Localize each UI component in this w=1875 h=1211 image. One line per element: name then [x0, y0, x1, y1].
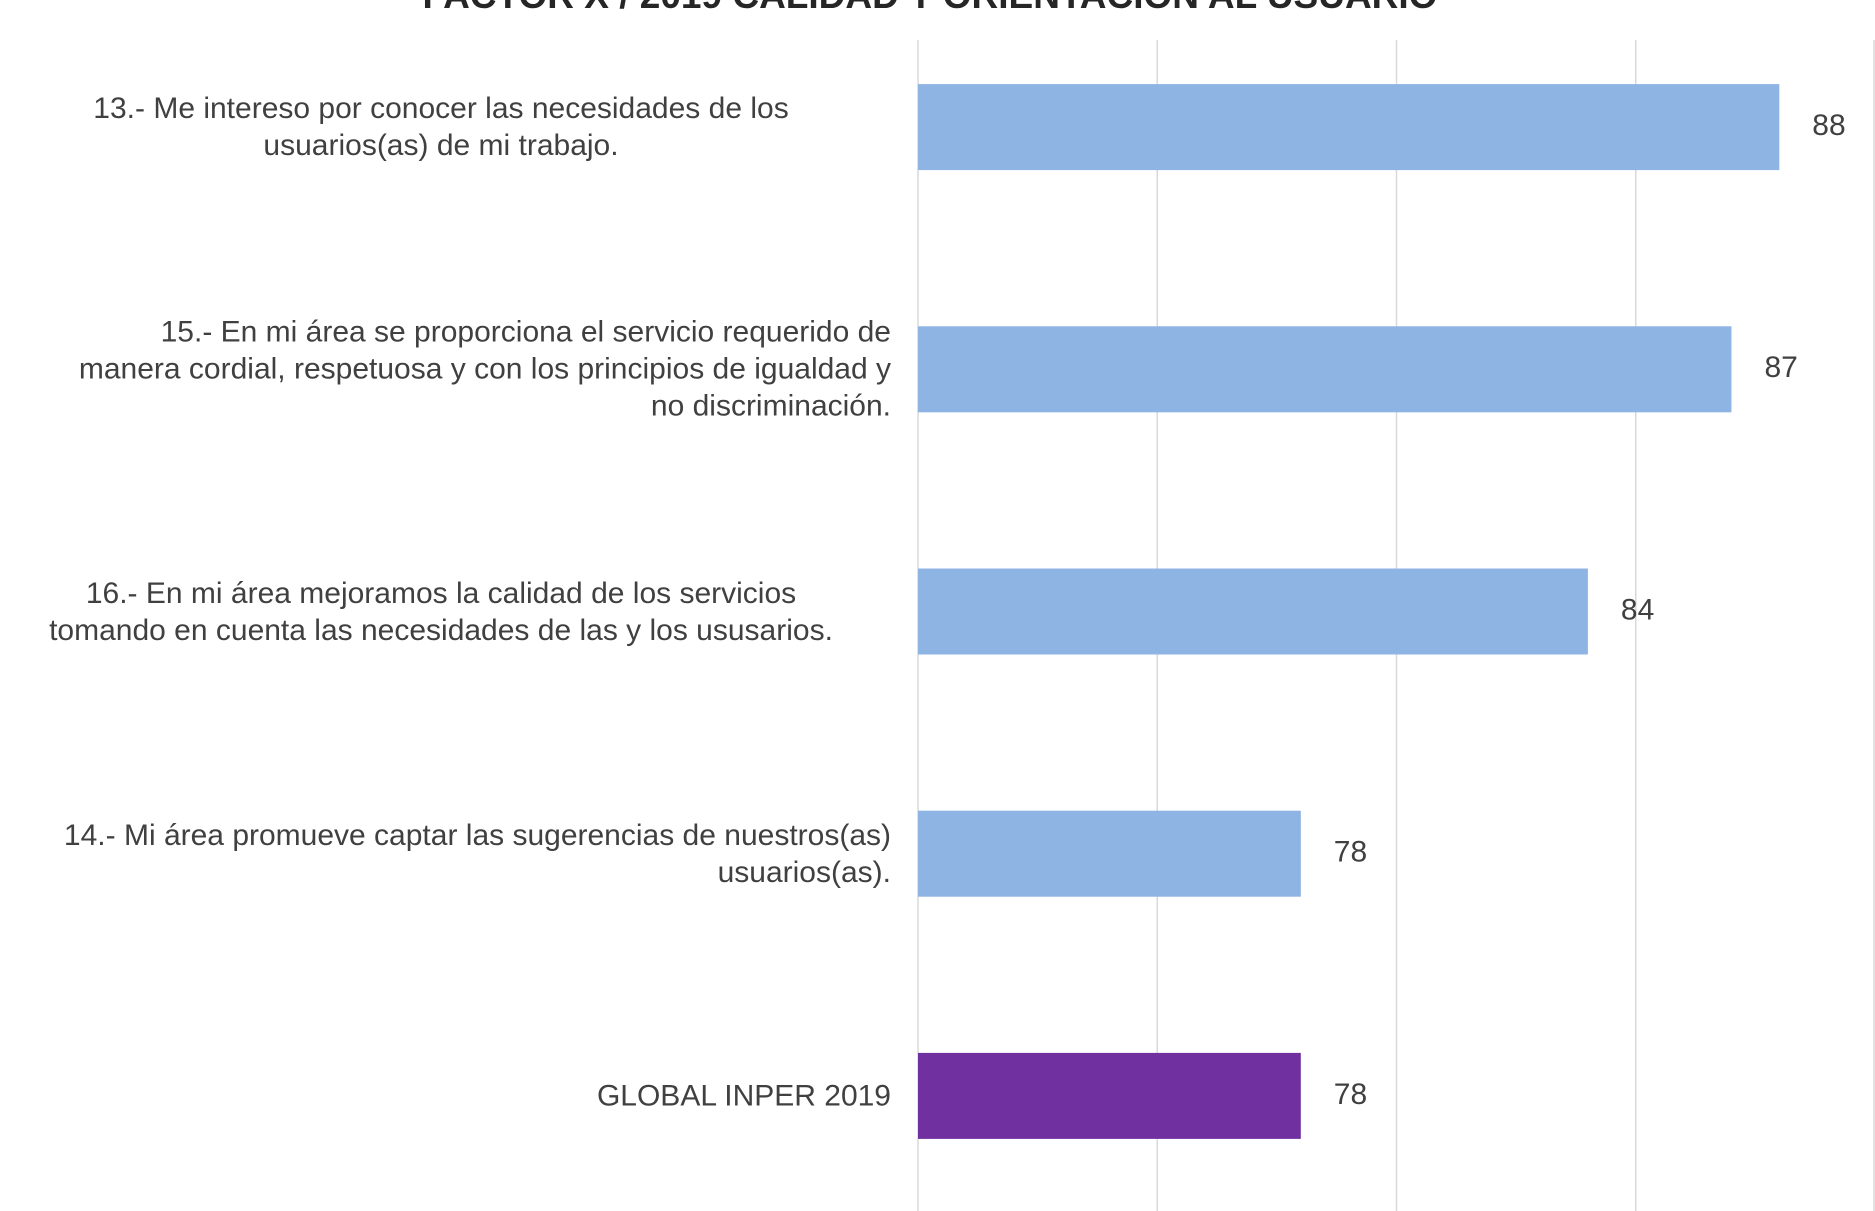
category-label: 14.- Mi área promueve captar las sugeren… — [63, 818, 891, 889]
chart-title: FACTOR X / 2019 CALIDAD Y ORIENTACIÓN AL… — [423, 0, 1438, 16]
category-label: 15.- En mi área se proporciona el servic… — [78, 315, 891, 423]
value-label: 78 — [1334, 1078, 1367, 1111]
category-label: GLOBAL INPER 2019 — [596, 1079, 891, 1113]
bar — [918, 84, 1780, 171]
category-label: 13.- Me intereso por conocer las necesid… — [93, 92, 789, 163]
bar — [918, 568, 1588, 655]
value-label: 84 — [1621, 593, 1654, 626]
bar — [918, 326, 1732, 413]
value-label: 88 — [1812, 109, 1845, 142]
bar — [918, 810, 1301, 897]
bar — [918, 1052, 1301, 1139]
value-label: 87 — [1764, 351, 1797, 384]
category-label: 16.- En mi área mejoramos la calidad de … — [49, 576, 833, 647]
value-label: 78 — [1334, 836, 1367, 869]
